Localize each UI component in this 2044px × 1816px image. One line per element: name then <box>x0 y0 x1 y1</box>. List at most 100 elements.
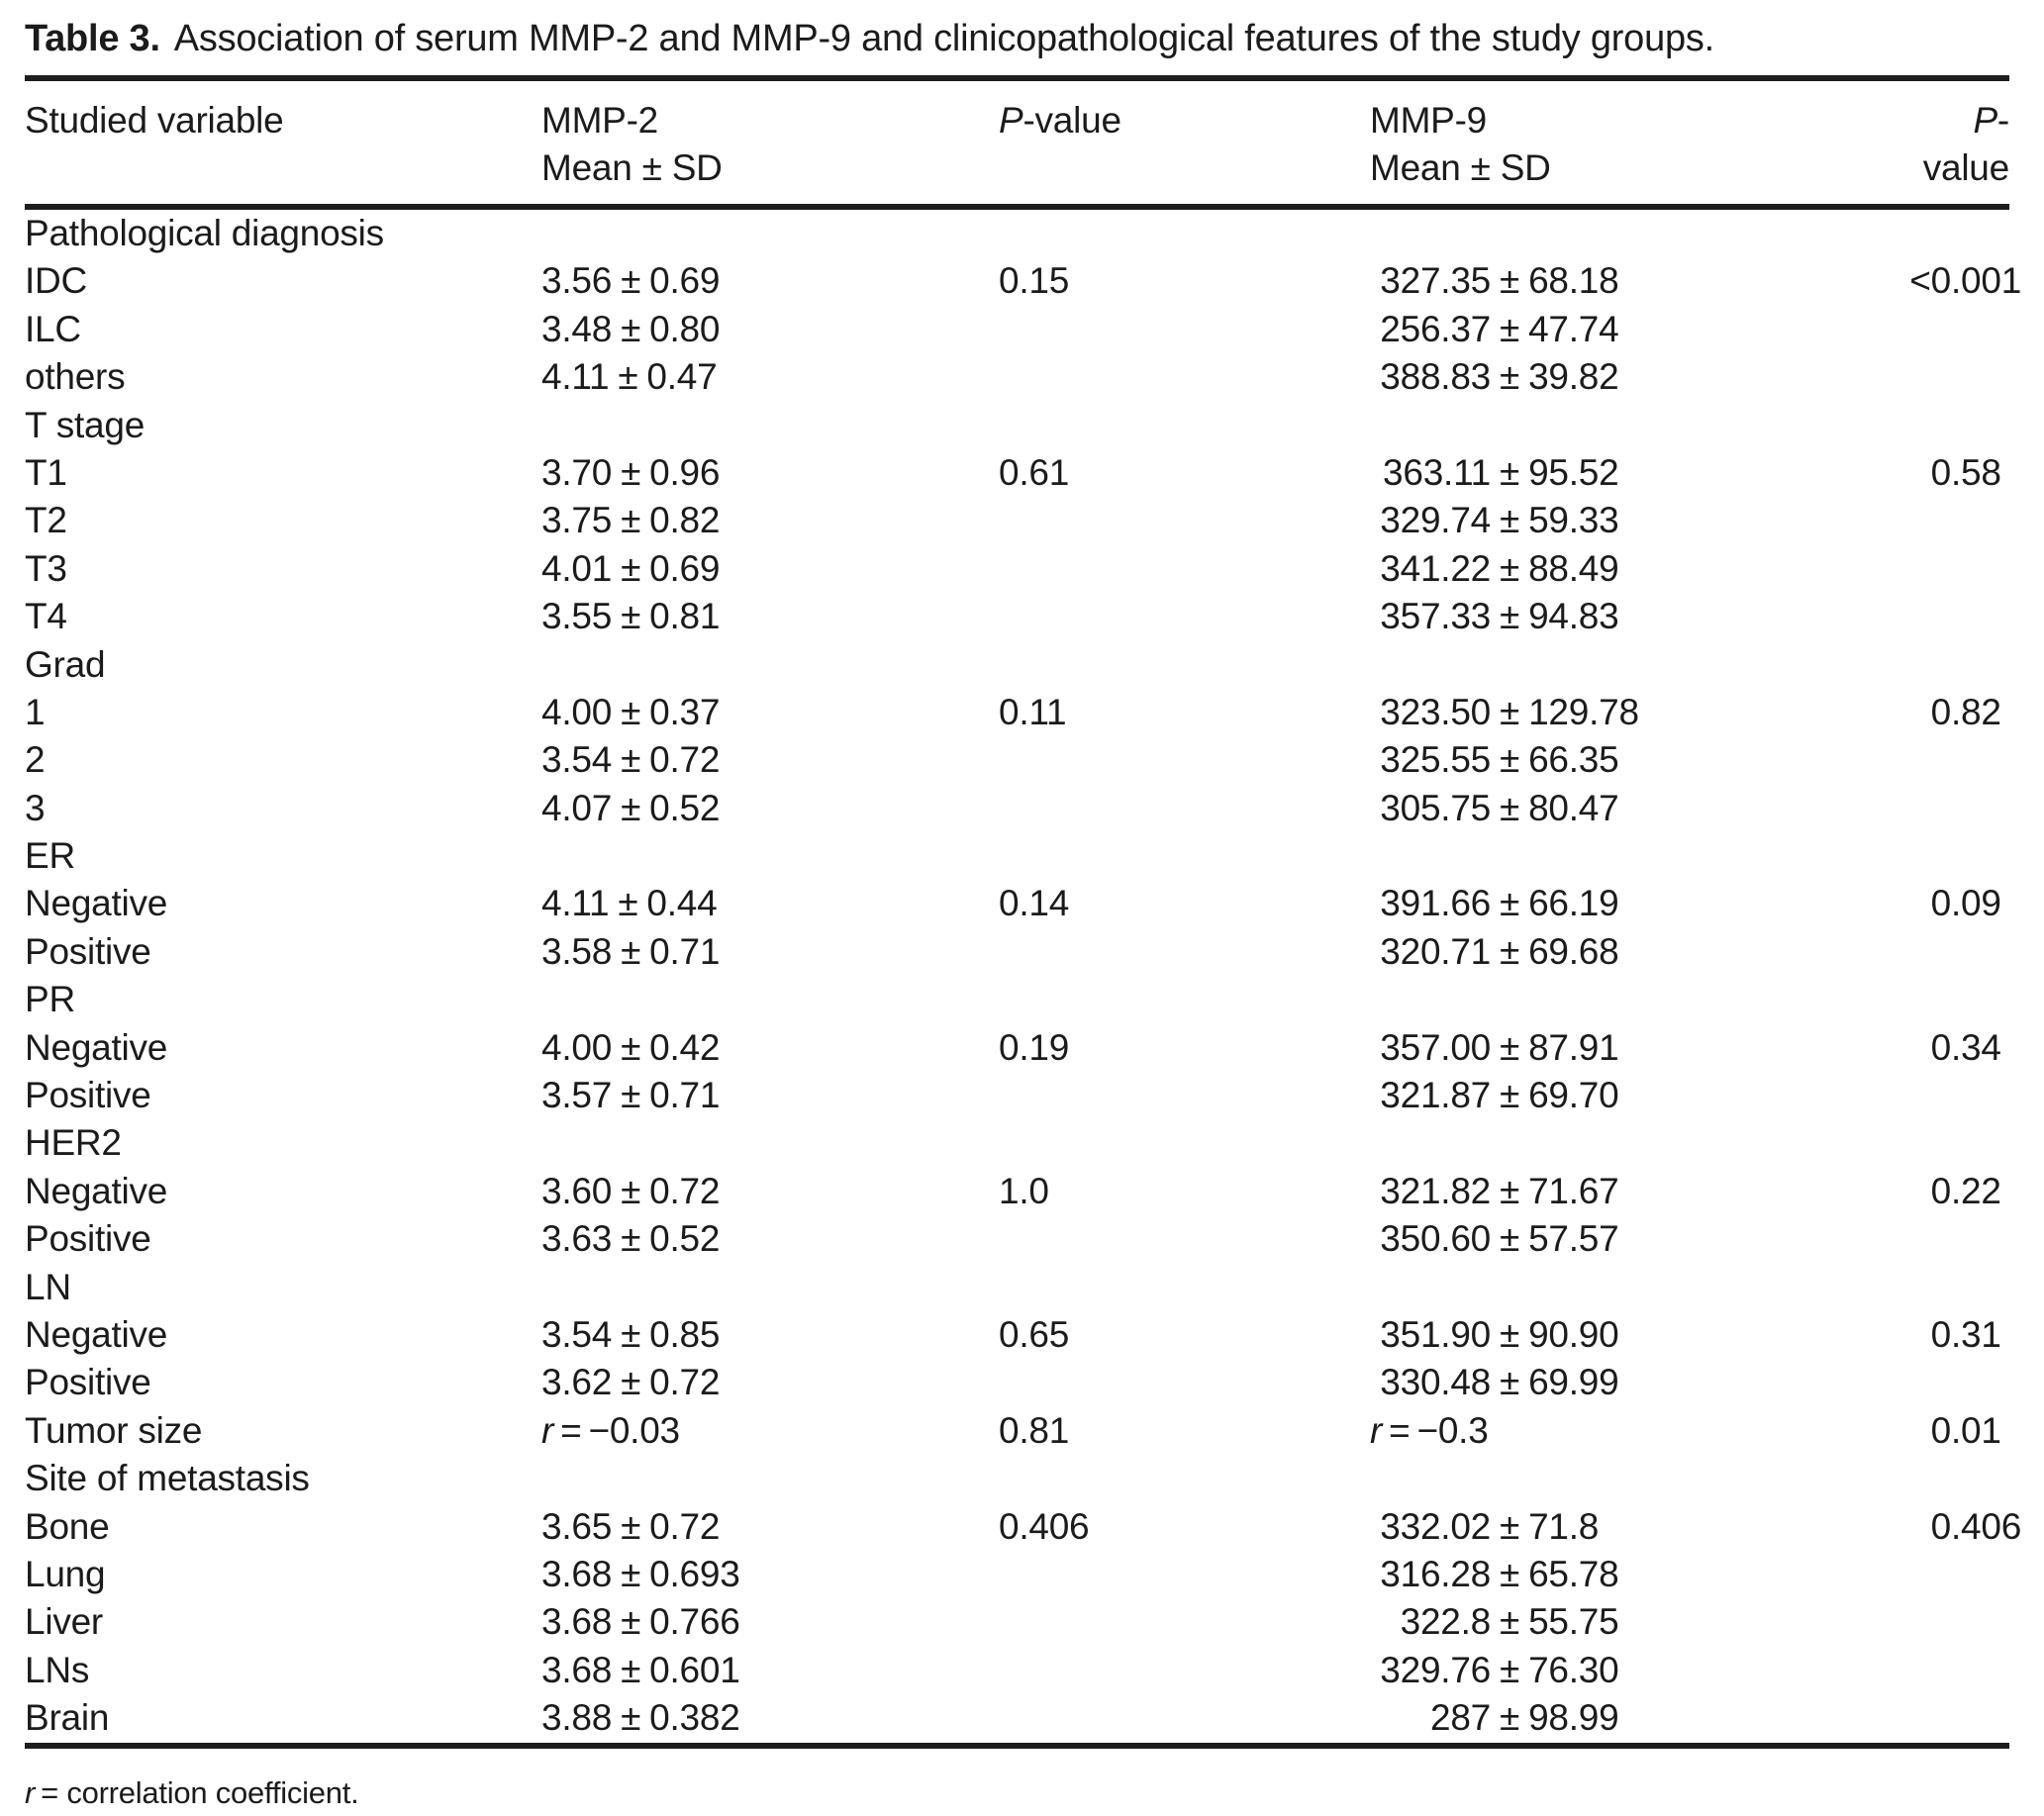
plus-minus-symbol: ± <box>621 500 641 541</box>
mmp9-value <box>1370 832 1890 880</box>
plus-minus-symbol: ± <box>1500 547 1520 589</box>
mmp9-mean: 330.48 <box>1380 1362 1491 1403</box>
mmp9-sd: 71.67 <box>1528 1170 1619 1211</box>
plus-minus-symbol: ± <box>621 1026 641 1068</box>
plus-minus-symbol: ± <box>621 1505 641 1547</box>
pvalue-mmp9 <box>1890 736 2009 784</box>
column-header-mmp9-title: MMP-9 <box>1370 100 1488 141</box>
pvalue-mmp2 <box>999 641 1370 689</box>
mmp9-value <box>1370 1264 1890 1311</box>
plus-minus-symbol: ± <box>621 1362 641 1403</box>
table-row: T4 3.55 ±0.81 357.33 ±94.83 <box>25 593 2009 640</box>
mmp9-sd: 69.70 <box>1528 1075 1619 1116</box>
table-caption-text: Association of serum MMP-2 and MMP-9 and… <box>173 18 1714 59</box>
row-label: LNs <box>25 1649 90 1690</box>
mmp9-value: 327.35 ±68.18 <box>1370 257 1890 305</box>
plus-minus-symbol: ± <box>621 308 641 349</box>
row-label: Negative <box>25 1026 168 1068</box>
pvalue-mmp9 <box>1890 641 2009 689</box>
mmp2-value <box>541 976 999 1023</box>
mmp2-value: 4.00 ±0.37 <box>541 689 999 736</box>
table-row: 2 3.54 ±0.72 325.55 ±66.35 <box>25 736 2009 784</box>
mmp2-value: 3.57 ±0.71 <box>541 1072 999 1119</box>
mmp2-value: 3.54 ±0.85 <box>541 1311 999 1359</box>
mmp9-mean: 357.33 <box>1380 596 1491 637</box>
column-header-mmp2-sub: Mean ± SD <box>541 147 723 188</box>
pvalue-mmp9-int: 0 <box>1930 451 1952 493</box>
pvalue-mmp2: 0.15 <box>999 260 1070 302</box>
mmp2-r-symbol: r <box>541 1409 554 1451</box>
table-row: Negative 3.60 ±0.72 1.0 321.82 ±71.67 0.22 <box>25 1168 2009 1215</box>
pvalue-mmp9-int: 0 <box>1930 1409 1952 1451</box>
mmp2-value: 3.68 ±0.766 <box>541 1598 999 1646</box>
plus-minus-symbol: ± <box>1500 1313 1520 1355</box>
mmp2-value: 4.07 ±0.52 <box>541 785 999 832</box>
plus-minus-symbol: ± <box>1500 1362 1520 1403</box>
mmp9-sd: 66.35 <box>1528 739 1619 781</box>
row-label: T4 <box>25 596 67 637</box>
pvalue-mmp9: 0.82 <box>1890 689 2009 736</box>
pvalue-mmp9-dec: .001 <box>1951 260 2022 302</box>
mmp9-value <box>1370 210 1890 257</box>
mmp9-mean: 391.66 <box>1380 883 1491 924</box>
mmp9-value: 322.8 ±55.75 <box>1370 1598 1890 1646</box>
mmp2-sd: 0.85 <box>649 1313 721 1355</box>
mmp9-mean: 320.71 <box>1380 930 1491 972</box>
plus-minus-symbol: ± <box>621 739 641 781</box>
pvalue-mmp2 <box>999 1119 1370 1167</box>
plus-minus-symbol: ± <box>621 1697 641 1739</box>
mmp9-sd: 129.78 <box>1528 691 1639 732</box>
pvalue-mmp9-int: 0 <box>1930 691 1952 732</box>
pvalue-mmp9-int: 0 <box>1930 883 1952 924</box>
mmp9-mean: 287 <box>1429 1697 1491 1739</box>
pvalue-mmp2 <box>999 928 1370 976</box>
pvalue-mmp9 <box>1890 353 2009 401</box>
mmp9-value <box>1370 641 1890 689</box>
pvalue-mmp2: 0.81 <box>999 1409 1070 1451</box>
plus-minus-symbol: ± <box>621 547 641 589</box>
section-label: Pathological diagnosis <box>25 213 384 253</box>
mmp9-sd: 55.75 <box>1528 1601 1619 1643</box>
mmp2-value: 3.60 ±0.72 <box>541 1168 999 1215</box>
row-label: Positive <box>25 1075 151 1116</box>
pvalue-mmp9 <box>1890 402 2009 449</box>
pvalue-mmp2: 0.65 <box>999 1313 1070 1355</box>
mmp9-mean: 329.76 <box>1380 1649 1491 1690</box>
mmp9-mean: 350.60 <box>1380 1218 1491 1260</box>
row-label: T2 <box>25 500 67 541</box>
pvalue-mmp9-int: 0 <box>1930 1313 1952 1355</box>
column-header-pvalue-2: P-value <box>1922 100 2010 188</box>
mmp2-mean: 3.58 <box>541 930 613 972</box>
mmp2-mean: 3.70 <box>541 451 613 493</box>
pvalue-mmp2 <box>999 402 1370 449</box>
section-row: Grad <box>25 641 2009 689</box>
mmp2-sd: 0.81 <box>649 596 721 637</box>
mmp2-eq: = <box>560 1409 582 1451</box>
plus-minus-symbol: ± <box>1500 1649 1520 1690</box>
pvalue-mmp9 <box>1890 497 2009 544</box>
mmp9-mean: 305.75 <box>1380 787 1491 828</box>
mmp2-value: 3.62 ±0.72 <box>541 1359 999 1406</box>
mmp2-value: −0.03 <box>588 1409 680 1451</box>
column-header-mmp9-sub: Mean ± SD <box>1370 147 1551 188</box>
mmp9-value: 330.48 ±69.99 <box>1370 1359 1890 1406</box>
mmp9-value: 287 ±98.99 <box>1370 1694 1890 1742</box>
section-label: ER <box>25 835 75 877</box>
mmp2-sd: 0.766 <box>649 1601 740 1643</box>
table-row: Lung 3.68 ±0.693 316.28 ±65.78 <box>25 1551 2009 1598</box>
section-row: Site of metastasis <box>25 1455 2009 1502</box>
divider-bottom <box>25 1742 2009 1749</box>
mmp2-sd: 0.72 <box>649 1362 721 1403</box>
mmp9-value: 357.00 ±87.91 <box>1370 1024 1890 1072</box>
pvalue-mmp2 <box>999 736 1370 784</box>
mmp9-mean: 363.11 <box>1383 451 1491 493</box>
pvalue-mmp9: 0.58 <box>1890 449 2009 497</box>
table-row: T2 3.75 ±0.82 329.74 ±59.33 <box>25 497 2009 544</box>
plus-minus-symbol: ± <box>621 260 641 302</box>
divider-header <box>25 204 2009 210</box>
section-row: T stage <box>25 402 2009 449</box>
mmp2-value: 4.00 ±0.42 <box>541 1024 999 1072</box>
mmp9-value: 329.76 ±76.30 <box>1370 1647 1890 1694</box>
mmp2-value: 3.56 ±0.69 <box>541 257 999 305</box>
mmp9-value: 350.60 ±57.57 <box>1370 1215 1890 1263</box>
